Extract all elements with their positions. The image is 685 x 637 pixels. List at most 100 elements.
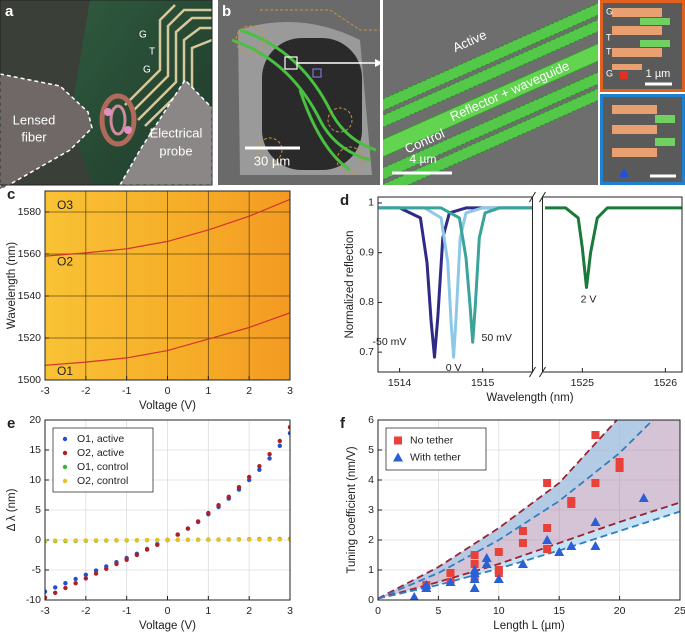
x-tick-label: -1 xyxy=(122,605,131,617)
legend-marker xyxy=(393,452,403,462)
data-point xyxy=(155,537,160,543)
data-point xyxy=(134,537,140,543)
x-tick-label: 2 xyxy=(246,605,252,617)
data-point xyxy=(45,538,48,543)
scale-label: 30 µm xyxy=(254,153,290,168)
data-point xyxy=(494,569,503,577)
photo-label: probe xyxy=(159,143,192,158)
legend-label: No tether xyxy=(410,434,454,446)
plot-data xyxy=(378,206,682,359)
data-point xyxy=(615,464,624,472)
legend-box xyxy=(52,427,154,493)
x-tick-label: 25 xyxy=(674,605,685,617)
data-point xyxy=(104,538,109,543)
data-point xyxy=(185,537,191,543)
data-point xyxy=(542,535,553,544)
data-point xyxy=(543,479,552,487)
axis-break xyxy=(539,366,546,378)
x-axis-label: Voltage (V) xyxy=(139,620,196,632)
y-tick-label: 1 xyxy=(368,564,374,576)
plot-data xyxy=(45,198,290,366)
data-point xyxy=(267,456,272,461)
data-point xyxy=(287,537,290,542)
x-tick-label: 0 xyxy=(375,605,381,617)
data-point xyxy=(469,574,480,583)
data-point xyxy=(518,539,527,547)
y-axis-label: Δ λ (nm) xyxy=(6,488,18,531)
data-point xyxy=(124,557,129,562)
data-point xyxy=(175,537,180,543)
data-point xyxy=(45,595,48,600)
data-point xyxy=(287,425,290,430)
data-point xyxy=(206,537,211,543)
data-point xyxy=(226,494,231,499)
data-point xyxy=(591,479,600,487)
legend-label: O1, active xyxy=(77,433,124,445)
y-tick-label: 1520 xyxy=(18,332,42,344)
series-label: -50 mV xyxy=(373,336,407,348)
legend-marker xyxy=(62,464,68,470)
data-point xyxy=(518,527,527,535)
axes-frame xyxy=(44,190,291,381)
photo-label: fiber xyxy=(21,129,47,144)
data-point xyxy=(63,581,68,586)
y-tick-label: 0.8 xyxy=(359,296,374,308)
data-point xyxy=(45,589,48,594)
y-tick-label: 5 xyxy=(368,444,374,456)
x-tick-label: 20 xyxy=(614,605,626,617)
axis-break xyxy=(529,366,536,378)
data-point xyxy=(287,431,290,436)
data-point xyxy=(216,503,221,508)
data-point xyxy=(73,576,78,582)
data-point xyxy=(185,526,191,531)
x-axis-label: Voltage (V) xyxy=(139,400,196,412)
panel-letter: c xyxy=(7,186,15,203)
x-tick-label: -3 xyxy=(40,385,49,397)
data-point xyxy=(144,547,150,552)
y-tick-label: 5 xyxy=(35,504,41,516)
x-tick-label: -1 xyxy=(122,385,131,397)
plot-area xyxy=(378,197,682,372)
data-point xyxy=(517,559,528,568)
x-tick-label: -3 xyxy=(40,605,49,617)
data-point xyxy=(83,572,89,577)
data-point xyxy=(493,574,504,583)
data-point xyxy=(93,571,99,576)
x-tick-label: 3 xyxy=(287,385,293,397)
plot-data xyxy=(45,425,290,600)
legend-marker xyxy=(62,478,68,484)
data-point xyxy=(53,585,58,590)
mode-label: O1 xyxy=(57,364,73,378)
data-point xyxy=(481,553,492,562)
x-tick-label: 1525 xyxy=(571,377,595,389)
data-point xyxy=(216,537,221,542)
data-point xyxy=(175,532,180,537)
data-point xyxy=(590,541,601,550)
x-tick-label: -2 xyxy=(81,605,90,617)
data-point xyxy=(445,577,456,586)
y-tick-label: -10 xyxy=(26,594,41,606)
spectrum xyxy=(378,206,533,359)
x-tick-label: 2 xyxy=(246,385,252,397)
y-tick-label: 1500 xyxy=(18,374,42,386)
data-point xyxy=(246,537,252,542)
data-point xyxy=(267,452,272,457)
x-tick-label: 5 xyxy=(435,605,441,617)
photo-label: Electrical xyxy=(150,125,203,140)
data-point xyxy=(277,537,282,542)
photo-label: Lensed xyxy=(13,112,56,127)
data-point xyxy=(267,537,272,542)
y-tick-label: 4 xyxy=(368,474,374,486)
fit-line xyxy=(378,420,619,600)
data-point xyxy=(446,569,455,577)
axis-break xyxy=(539,191,546,203)
data-point xyxy=(257,537,262,542)
x-tick-label: 0 xyxy=(165,605,171,617)
data-point xyxy=(421,583,432,592)
y-tick-label: 1 xyxy=(368,197,374,209)
data-point xyxy=(114,538,119,543)
data-point xyxy=(591,431,600,439)
photo-label: T xyxy=(149,47,155,58)
data-point xyxy=(114,561,119,567)
x-tick-label: 1 xyxy=(205,605,211,617)
